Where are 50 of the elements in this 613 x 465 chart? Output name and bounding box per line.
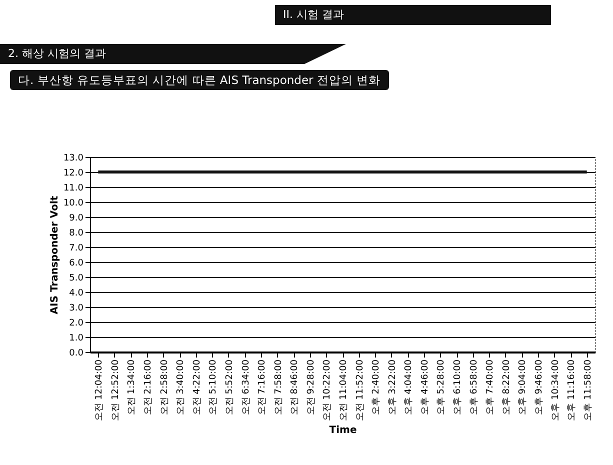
- x-tick-label: 오전 12:04:00: [94, 359, 105, 421]
- y-tick-label: 4.0: [69, 288, 84, 298]
- y-tick-label: 12.0: [63, 168, 84, 178]
- x-tick-label: 오후 4:46:00: [420, 359, 430, 416]
- y-tick-label: 5.0: [69, 274, 84, 284]
- x-tick-label: 오전 1:34:00: [127, 359, 138, 416]
- y-tick-label: 8.0: [69, 228, 84, 238]
- y-tick-label: 0.0: [69, 348, 84, 358]
- x-tick-label: 오전 2:16:00: [144, 359, 154, 416]
- x-tick-label: 오전 3:40:00: [176, 359, 186, 416]
- x-tick-label: 오전 8:46:00: [290, 359, 300, 416]
- y-axis-title: AIS Transponder Volt: [49, 196, 60, 314]
- x-tick-label: 오후 6:58:00: [469, 359, 480, 416]
- y-tick-label: 3.0: [69, 304, 84, 314]
- text: II. 시험 결과: [275, 5, 551, 25]
- x-tick-label: 오후 11:58:00: [583, 359, 594, 421]
- y-tick-label: 10.0: [63, 198, 84, 208]
- x-tick-label: 오전 9:28:00: [306, 359, 316, 416]
- x-tick-label: 오전 5:10:00: [208, 359, 219, 416]
- x-tick-label: 오전 4:22:00: [192, 359, 202, 416]
- y-tick-label: 1.0: [69, 334, 84, 344]
- x-tick-label: 오전 10:22:00: [322, 359, 333, 421]
- x-axis-title: Time: [329, 424, 357, 436]
- x-tick-label: 오후 8:22:00: [502, 359, 512, 416]
- x-tick-label: 오후 9:04:00: [518, 359, 528, 416]
- x-tick-label: 오전 11:04:00: [339, 359, 349, 421]
- x-tick-label: 오후 2:40:00: [372, 359, 382, 416]
- x-tick-label: 오후 4:04:00: [404, 359, 414, 416]
- y-tick-label: 13.0: [63, 154, 84, 164]
- x-tick-label: 오전 11:52:00: [355, 359, 366, 421]
- x-tick-label: 오전 6:34:00: [241, 359, 252, 416]
- text: 2. 해상 시험의 결과: [0, 44, 346, 64]
- y-tick-label: 7.0: [69, 244, 84, 254]
- x-tick-label: 오후 6:10:00: [453, 359, 464, 416]
- x-tick-label: 오후 7:40:00: [486, 359, 496, 416]
- x-tick-label: 오전 5:52:00: [224, 359, 235, 416]
- x-tick-label: 오후 10:34:00: [550, 359, 561, 421]
- x-tick-label: 오후 3:22:00: [388, 359, 398, 416]
- y-tick-label: 11.0: [63, 184, 84, 194]
- x-tick-label: 오전 7:58:00: [274, 359, 284, 416]
- x-tick-label: 오후 5:28:00: [436, 359, 447, 416]
- x-tick-label: 오전 2:58:00: [160, 359, 170, 416]
- x-tick-label: 오후 9:46:00: [534, 359, 544, 416]
- x-tick-label: 오전 7:16:00: [258, 359, 268, 416]
- x-tick-label: 오후 11:16:00: [567, 359, 578, 421]
- y-tick-label: 2.0: [69, 318, 84, 328]
- y-tick-label: 6.0: [69, 258, 84, 268]
- chart-title: 다. 부산항 유도등부표의 시간에 따른 AIS Transponder 전압의 변화: [10, 70, 389, 90]
- x-tick-label: 오전 12:52:00: [110, 359, 121, 421]
- y-tick-label: 9.0: [69, 214, 84, 224]
